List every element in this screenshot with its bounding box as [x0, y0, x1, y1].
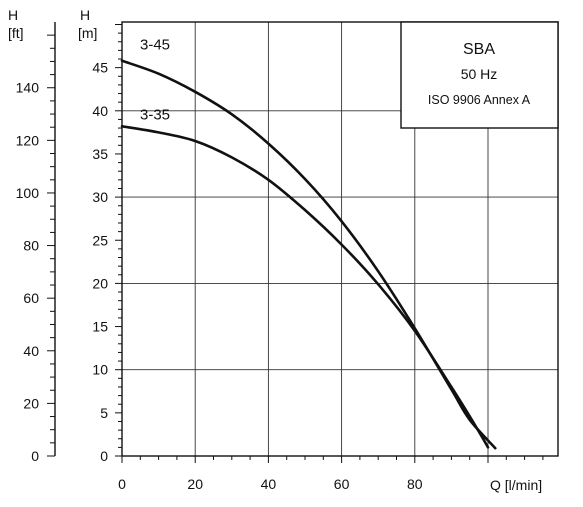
- y-tick-label: 0: [100, 448, 108, 464]
- y2-tick-label: 40: [23, 343, 39, 359]
- y2-tick-label: 80: [23, 238, 39, 254]
- y2-tick-label: 20: [23, 395, 39, 411]
- x-tick-label: 20: [187, 476, 203, 492]
- y2-tick-label: 140: [16, 80, 40, 96]
- series-lines: [120, 59, 497, 450]
- y-tick-label: 10: [92, 362, 108, 378]
- x-tick-label: 80: [407, 476, 423, 492]
- y2-axis-unit: [ft]: [8, 25, 24, 41]
- series-curve-3-45: [120, 59, 497, 450]
- plot-border: [121, 21, 559, 457]
- series-label-3-35: 3-35: [140, 106, 170, 123]
- y-axis-unit: [m]: [78, 25, 97, 41]
- y-tick-label: 30: [92, 189, 108, 205]
- series-labels: 3-45 3-35: [140, 36, 170, 123]
- y-tick-label: 15: [92, 319, 108, 335]
- y-axis-symbol: H: [80, 7, 90, 23]
- x-tick-label: 40: [261, 476, 277, 492]
- y2-tick-label: 100: [16, 185, 40, 201]
- y-tick-label: 20: [92, 275, 108, 291]
- legend-title: SBA: [463, 41, 495, 58]
- x-tick-label: 60: [334, 476, 350, 492]
- series-curve-3-35: [120, 125, 490, 449]
- legend-box: [400, 21, 559, 129]
- y-tick-label: 40: [92, 103, 108, 119]
- legend-frequency: 50 Hz: [461, 66, 498, 82]
- legend: SBA 50 Hz ISO 9906 Annex A: [400, 21, 559, 129]
- y2-tick-label: 120: [16, 132, 40, 148]
- series-label-3-45: 3-45: [140, 36, 170, 53]
- y2-tick-label: 60: [23, 290, 39, 306]
- y-tick-label: 45: [92, 60, 108, 76]
- legend-standard: ISO 9906 Annex A: [428, 93, 531, 107]
- y-tick-label: 35: [92, 146, 108, 162]
- axes: 0 5 10 15 20 25 30 35 40 45 0 20 40 60 80 0 20 40 60 80 100 1…: [16, 22, 544, 492]
- y-tick-label: 25: [92, 232, 108, 248]
- y2-tick-label: 0: [31, 448, 39, 464]
- x-tick-label: 0: [118, 476, 126, 492]
- x-axis-title: Q [l/min]: [490, 477, 542, 493]
- y-tick-label: 5: [100, 405, 108, 421]
- y2-axis-symbol: H: [8, 7, 18, 23]
- plot-frame: [121, 21, 559, 457]
